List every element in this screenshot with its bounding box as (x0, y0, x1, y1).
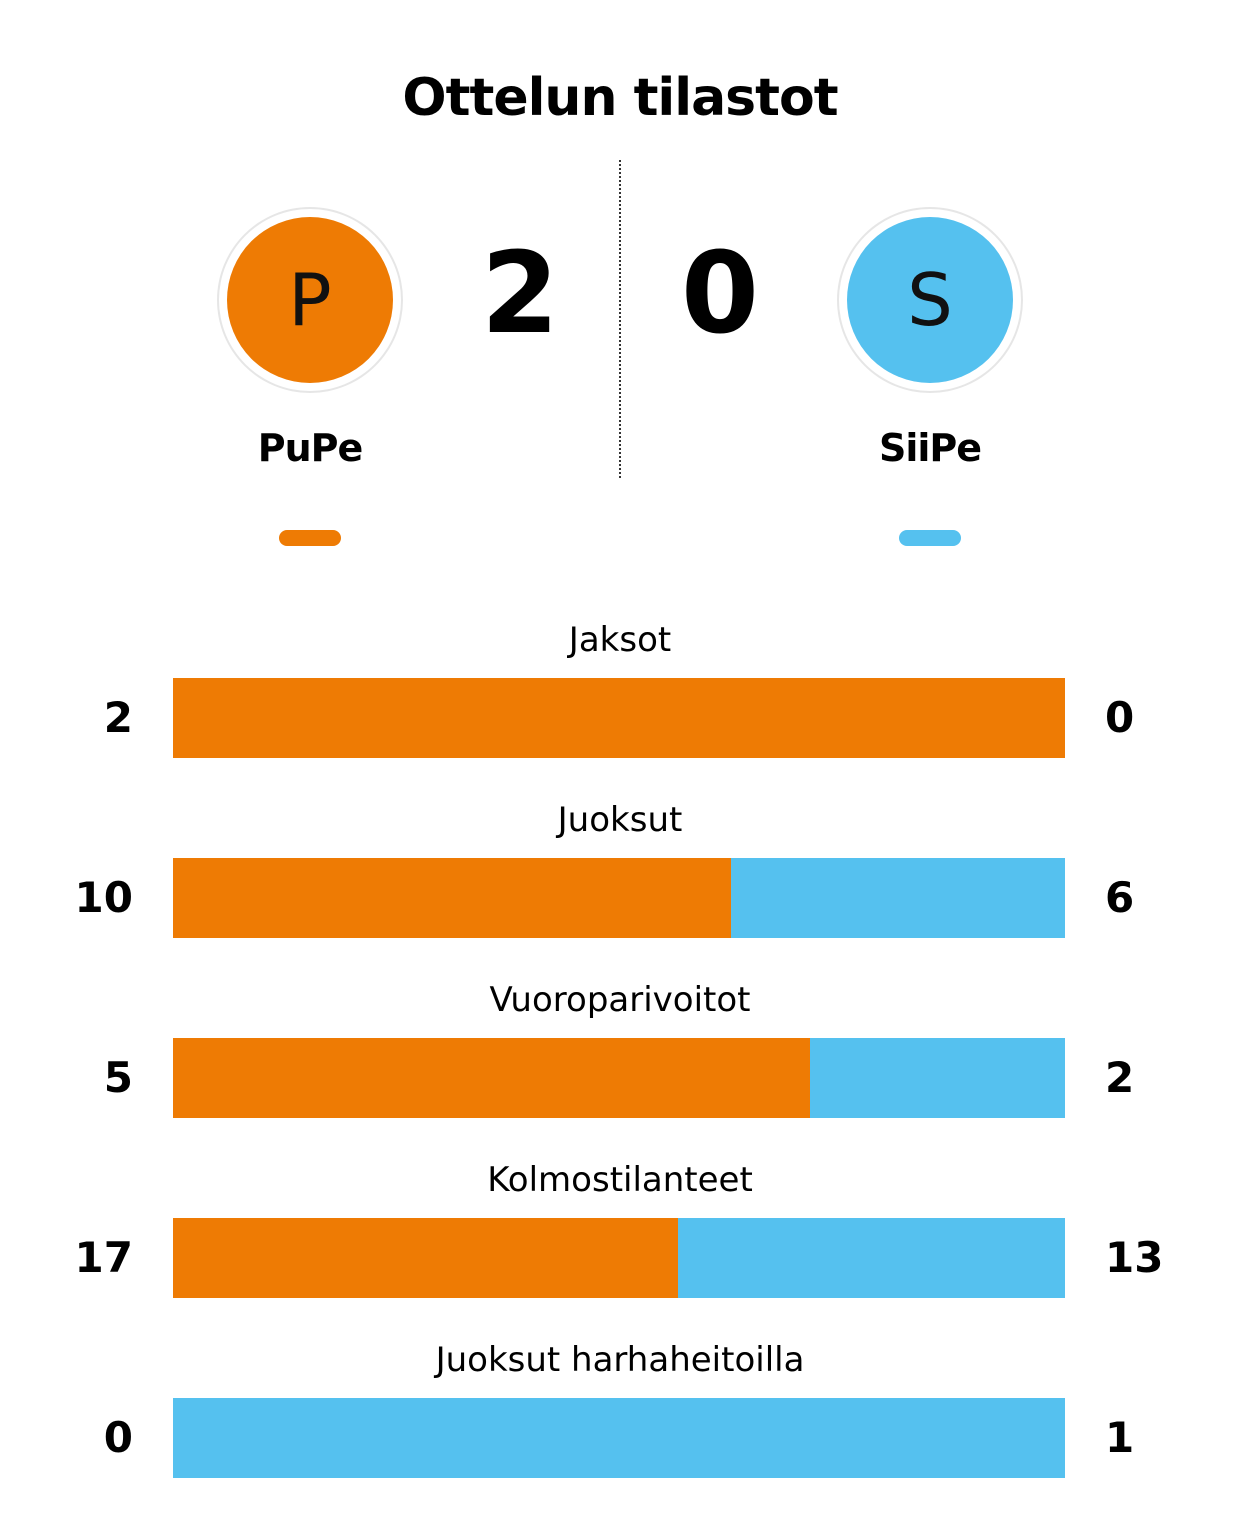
stat-bar (173, 1038, 1065, 1118)
stat-row: Juoksut harhaheitoilla 0 1 (0, 1338, 1240, 1518)
away-bar-segment (730, 858, 1065, 938)
stat-row: Juoksut 10 6 (0, 798, 1240, 978)
away-bar-segment (810, 1038, 1065, 1118)
home-team-initial: P (288, 258, 332, 342)
away-stat-value: 2 (1105, 1053, 1135, 1102)
away-stat-value: 1 (1105, 1413, 1135, 1462)
home-team-name: PuPe (257, 426, 364, 470)
home-bar-segment (173, 1038, 811, 1118)
away-legend-swatch (899, 530, 961, 546)
home-bar-segment (173, 1218, 679, 1298)
away-stat-value: 6 (1105, 873, 1135, 922)
home-stat-value: 17 (74, 1233, 133, 1282)
stat-bar (173, 858, 1065, 938)
home-legend-swatch (279, 530, 341, 546)
stat-label: Vuoroparivoitot (489, 980, 751, 1020)
stat-label: Kolmostilanteet (487, 1160, 753, 1200)
stat-label: Juoksut harhaheitoilla (435, 1340, 805, 1380)
away-bar-segment (678, 1218, 1065, 1298)
home-stat-value: 5 (103, 1053, 133, 1102)
home-score: 2 (481, 229, 559, 359)
stat-bar (173, 1398, 1065, 1478)
away-team-logo: S (847, 217, 1013, 383)
home-bar-segment (173, 678, 1065, 758)
stat-bar (173, 1218, 1065, 1298)
score-divider (619, 160, 621, 478)
away-stat-value: 0 (1105, 693, 1135, 742)
stat-row: Vuoroparivoitot 5 2 (0, 978, 1240, 1158)
away-team-initial: S (907, 258, 953, 342)
away-team-name: SiiPe (878, 426, 982, 470)
home-stat-value: 2 (103, 693, 133, 742)
away-score: 0 (681, 229, 759, 359)
away-bar-segment (173, 1398, 1065, 1478)
chart-title: Ottelun tilastot (402, 68, 838, 128)
away-stat-value: 13 (1105, 1233, 1164, 1282)
home-stat-value: 0 (103, 1413, 133, 1462)
stat-bar (173, 678, 1065, 758)
home-bar-segment (173, 858, 731, 938)
stat-label: Jaksot (568, 620, 672, 660)
home-stat-value: 10 (74, 873, 133, 922)
stat-row: Kolmostilanteet 17 13 (0, 1158, 1240, 1338)
stat-label: Juoksut (557, 800, 683, 840)
stat-row: Jaksot 2 0 (0, 618, 1240, 798)
home-team-logo: P (227, 217, 393, 383)
